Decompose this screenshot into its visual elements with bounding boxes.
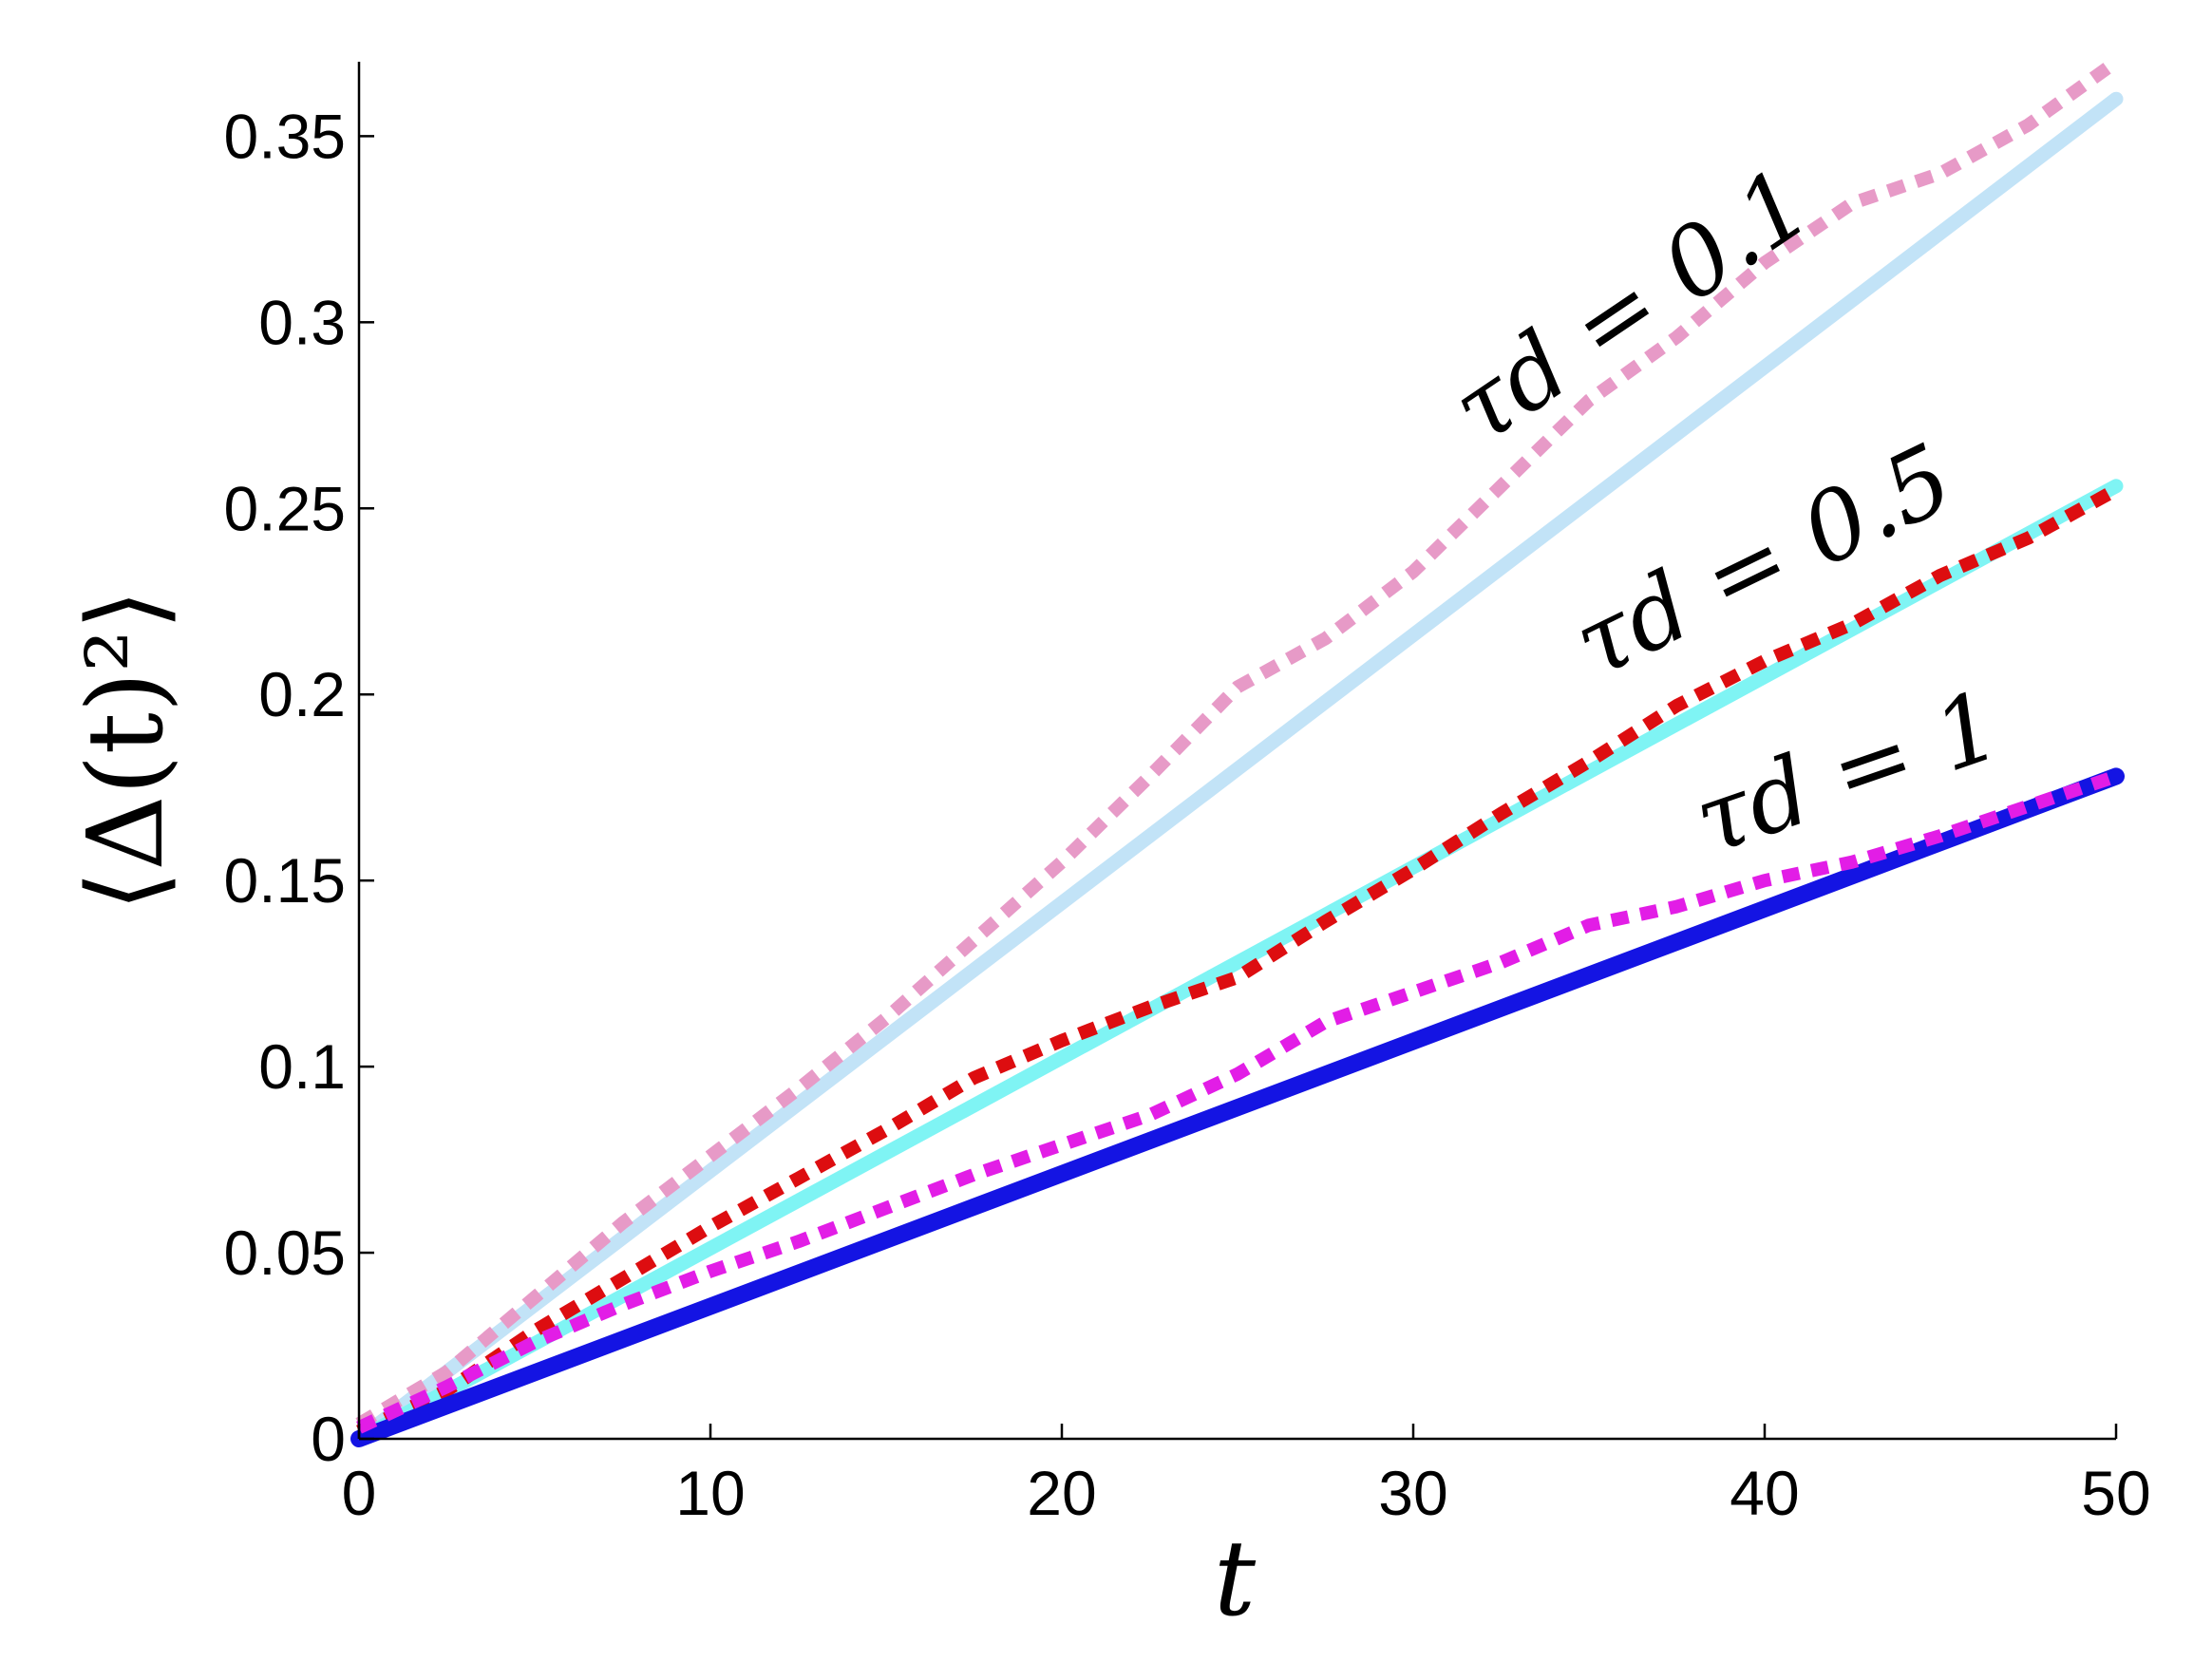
axes — [357, 62, 2116, 1441]
x-tick-label: 10 — [675, 1458, 745, 1528]
series-line-tau-0-5-sim — [356, 483, 2120, 1438]
x-tick-label: 50 — [2081, 1458, 2150, 1528]
y-axis-label: ⟨Δ(t)²⟩ — [65, 589, 186, 911]
x-axis-label: t — [1214, 1518, 1257, 1639]
annotation-tau-0-5: τd = 0.5 — [1557, 423, 1969, 700]
series-line-tau-1-theory — [350, 767, 2125, 1447]
y-tick-label: 0.05 — [224, 1218, 346, 1288]
series-layer — [350, 56, 2125, 1447]
y-tick-label: 0.35 — [224, 101, 346, 171]
series-line-tau-0-1-sim — [355, 56, 2121, 1430]
annotation-tau-0-1: τd = 0.1 — [1432, 147, 1829, 465]
y-tick-label: 0.15 — [224, 845, 346, 916]
y-tick-label: 0.3 — [258, 287, 346, 357]
y-tick-label: 0.2 — [258, 659, 346, 729]
x-tick-label: 30 — [1378, 1458, 1447, 1528]
y-tick-label: 0.1 — [258, 1031, 346, 1102]
y-tick-label: 0 — [311, 1404, 346, 1474]
x-tick-label: 20 — [1027, 1458, 1096, 1528]
x-tick-label: 0 — [342, 1458, 377, 1528]
x-tick-label: 40 — [1730, 1458, 1799, 1528]
y-ticks: 0 0.05 0.1 0.15 0.2 0.25 0.3 0.35 — [224, 101, 374, 1474]
series-line-tau-1-sim — [356, 769, 2119, 1434]
series-line-tau-0-1-theory — [351, 91, 2124, 1446]
series-line-tau-0-5-theory — [351, 479, 2124, 1446]
y-tick-label: 0.25 — [224, 473, 346, 543]
x-ticks: 0 10 20 30 40 50 — [342, 1424, 2151, 1528]
